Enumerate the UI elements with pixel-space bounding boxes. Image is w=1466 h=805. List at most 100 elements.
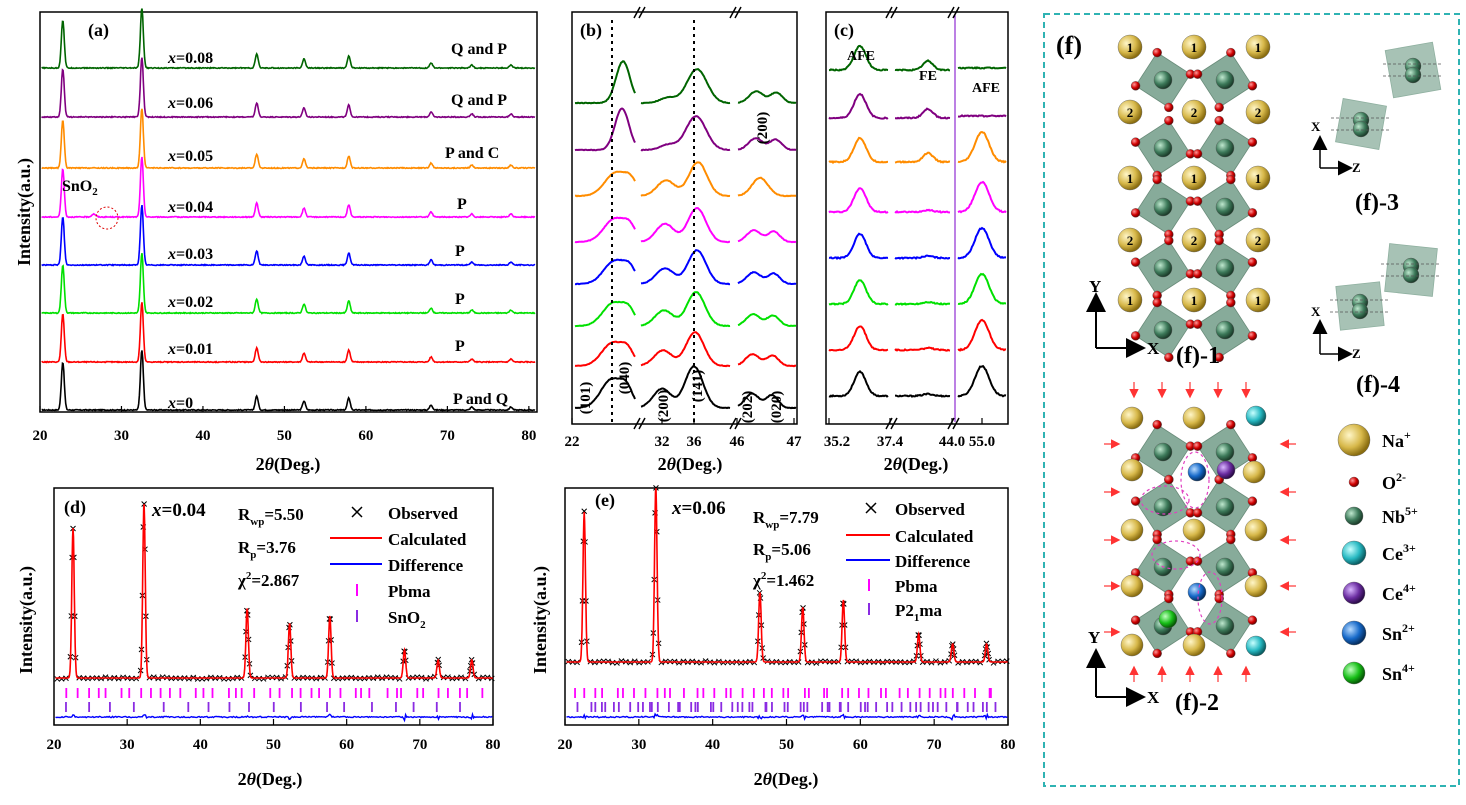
xrd-zoom-curve: [574, 216, 636, 244]
peak-index-label: (040): [617, 362, 633, 395]
xrd-zoom-curve: [894, 346, 951, 352]
xrd-zoom-curve: [828, 279, 889, 306]
xrd-zoom-curve: [894, 300, 951, 306]
panel-d: (d) x=0.04 Rwp=5.50 Rp=3.76 χ2=2.867 Obs…: [16, 487, 501, 790]
sn4-atom: [1158, 609, 1178, 629]
nb-atom: [1153, 497, 1173, 517]
oxygen-atom: [1247, 496, 1258, 506]
xtick-label: 47: [787, 434, 803, 450]
legend-swatch: [1342, 661, 1366, 685]
phase-label: P: [455, 291, 465, 308]
xtick-label: 30: [120, 737, 135, 753]
panel-e-xticks: 20 30 40 50 60 70 80: [558, 719, 1016, 753]
observed-marker: [581, 508, 588, 515]
observed-marker: [423, 675, 429, 682]
legend-difference: Difference: [388, 556, 464, 575]
observed-marker: [102, 674, 109, 680]
oxygen-atom: [1214, 115, 1224, 126]
panel-b: (b) (101)(040)(200)(141)(202) (020)(200) …: [565, 6, 803, 475]
oxygen-atom: [1152, 47, 1162, 58]
panel-e-chi: χ2=1.462: [752, 570, 814, 590]
oxygen-atom: [1130, 615, 1141, 625]
calculated-curve: [55, 504, 493, 679]
xtick-label: 70: [927, 737, 942, 753]
label-f1: (f)-1: [1176, 343, 1220, 369]
axis-x-label: X: [1311, 119, 1321, 134]
xrd-zoom-curve: [894, 151, 951, 164]
oxygen-atom: [1247, 81, 1258, 91]
oxygen-atom: [1130, 331, 1141, 341]
site-label: 1: [1191, 293, 1198, 308]
nb-atom: [1215, 70, 1235, 90]
xtick-label: 70: [440, 428, 455, 444]
xrd-zoom-curve: [828, 92, 889, 120]
xtick-label: 50: [266, 737, 281, 753]
site-label: 1: [1255, 40, 1262, 55]
xtick-label: 80: [521, 428, 536, 444]
panel-c-region-afe-left: AFE: [847, 49, 875, 64]
legend-observed: Observed: [388, 504, 458, 523]
panel-b-xlabel: 2θ(Deg.): [658, 454, 723, 475]
xrd-zoom-curve: [737, 312, 797, 328]
oxygen-atom: [1152, 648, 1162, 659]
xrd-zoom-curve: [574, 170, 636, 198]
oxygen-atom: [1152, 419, 1162, 430]
axis-x-label: X: [1311, 304, 1321, 319]
panel-e-legend: Observed Calculated Difference Pbma P21m…: [846, 500, 974, 624]
legend-difference: Difference: [895, 552, 971, 571]
na-atom: [1117, 165, 1143, 191]
na-atom: [1117, 34, 1143, 60]
sn2-atom: [1187, 462, 1207, 482]
site-label: 1: [1191, 40, 1198, 55]
legend-pbma: Pbma: [895, 577, 938, 596]
panel-d-chi: χ2=2.867: [237, 570, 300, 590]
site-label: 2: [1127, 233, 1134, 248]
xrd-zoom-curve: [574, 377, 636, 410]
xrd-zoom-curve: [957, 114, 1007, 118]
panel-a-row-labels: x=0 P and Q x=0.01 Px=0.02 Px=0.03 Px=0.04 Px=…: [167, 41, 508, 412]
xrd-zoom-curve: [574, 60, 636, 105]
sno2-annotation: SnO2: [62, 178, 98, 198]
oxygen-atom: [1130, 208, 1141, 218]
panel-b-frame: [571, 11, 798, 425]
na-atom: [1245, 34, 1271, 60]
panel-d-xlabel: 2θ(Deg.): [238, 769, 303, 790]
nb-atom: [1153, 197, 1173, 217]
xrd-zoom-curve: [894, 208, 951, 214]
legend-swatch: [1348, 476, 1360, 488]
oxygen-atom: [1130, 81, 1141, 91]
composition-label: x=0.05: [167, 148, 213, 165]
difference-curve: [55, 711, 493, 723]
oxygen-atom: [1192, 269, 1203, 279]
panel-c-axis-breaks: [885, 6, 960, 430]
axes-f4: X Z: [1311, 304, 1361, 362]
panel-c-label: (c): [834, 20, 854, 41]
xrd-zoom-curve: [640, 331, 731, 368]
panel-c: (c) AFE FE AFE 35.2 37.4 44.0 55.0 2θ(Deg.): [824, 6, 1009, 475]
structure-f1: 1 1 1 2 2 2 1 1 1 2 2 2 1 1 1: [1117, 34, 1271, 363]
oxygen-atom: [1247, 257, 1258, 267]
panel-b-peak-labels: (101) (040) (200) (141) (202) (020) (200): [578, 112, 785, 424]
xrd-zoom-curve: [574, 107, 636, 152]
panel-d-rp: Rp=3.76: [238, 538, 296, 561]
legend-entry: Nb5+: [1382, 504, 1418, 527]
legend-entry: Na+: [1382, 428, 1411, 451]
phase-label: Q and P: [451, 41, 507, 58]
phase-label: P and Q: [453, 391, 508, 408]
xtick-label: 32: [655, 434, 670, 450]
na-atom: [1117, 227, 1143, 253]
xrd-zoom-curve: [957, 272, 1006, 306]
panel-e-xlabel: 2θ(Deg.): [754, 769, 819, 790]
na-atom: [1117, 99, 1143, 125]
na-atom: [1182, 518, 1206, 542]
xrd-zoom-curve: [640, 206, 730, 244]
legend-swatch: [1341, 620, 1367, 646]
na-atom: [1181, 227, 1207, 253]
panel-d-plot: [54, 501, 495, 723]
xrd-zoom-curve: [737, 176, 796, 198]
legend-observed-marker: [351, 506, 363, 518]
site-label: 2: [1255, 105, 1262, 120]
panel-d-rwp: Rwp=5.50: [238, 505, 304, 528]
panel-b-curves: [574, 60, 797, 410]
